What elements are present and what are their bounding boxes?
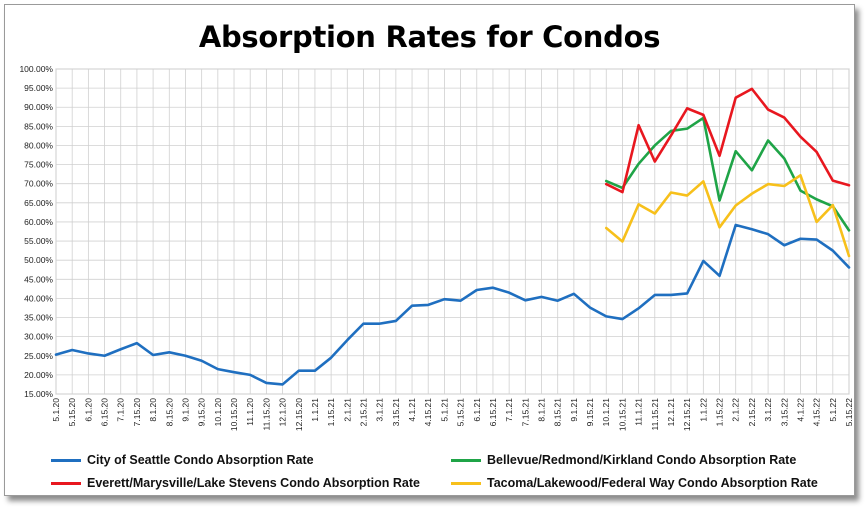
y-axis-ticks: 15.00% 20.00% 25.00% 30.00% 35.00% 40.00% 45.0… [19, 64, 53, 399]
x-tick-label: 5.15.20 [67, 398, 77, 427]
x-tick-label: 1.15.21 [326, 398, 336, 427]
y-tick-label: 70.00% [24, 179, 53, 189]
y-tick-label: 90.00% [24, 102, 53, 112]
x-tick-label: 9.15.21 [585, 398, 595, 427]
legend-label-everett: Everett/Marysville/Lake Stevens Condo Ab… [87, 476, 420, 490]
y-tick-label: 20.00% [24, 370, 53, 380]
y-tick-label: 85.00% [24, 121, 53, 131]
series-line-3 [604, 173, 851, 258]
legend: City of Seattle Condo Absorption Rate Be… [51, 453, 851, 495]
x-tick-label: 12.1.21 [666, 398, 676, 427]
y-tick-label: 30.00% [24, 332, 53, 342]
x-tick-label: 4.1.22 [795, 398, 805, 422]
x-tick-label: 3.1.21 [375, 398, 385, 422]
x-tick-label: 9.1.21 [569, 398, 579, 422]
x-tick-label: 3.1.22 [763, 398, 773, 422]
x-tick-label: 2.1.22 [731, 398, 741, 422]
y-tick-label: 15.00% [24, 389, 53, 399]
x-tick-label: 2.15.22 [747, 398, 757, 427]
x-tick-label: 8.1.21 [537, 398, 547, 422]
x-tick-label: 10.15.20 [229, 398, 239, 431]
legend-swatch-tacoma [451, 481, 481, 485]
legend-item-everett: Everett/Marysville/Lake Stevens Condo Ab… [51, 476, 420, 490]
y-tick-label: 65.00% [24, 198, 53, 208]
x-tick-label: 5.1.20 [51, 398, 61, 422]
series-line-0 [54, 223, 851, 386]
y-tick-label: 60.00% [24, 217, 53, 227]
x-tick-label: 5.15.21 [456, 398, 466, 427]
x-tick-label: 9.15.20 [197, 398, 207, 427]
x-tick-label: 5.15.22 [844, 398, 854, 427]
x-tick-label: 12.15.21 [682, 398, 692, 431]
x-tick-label: 1.15.22 [715, 398, 725, 427]
x-tick-label: 4.1.21 [407, 398, 417, 422]
series-line-2 [604, 87, 851, 194]
y-tick-label: 95.00% [24, 83, 53, 93]
x-axis-ticks: 5.1.20 5.15.20 6.1.20 6.15.20 7.1.20 7.15.20 8… [51, 398, 854, 431]
x-tick-label: 7.15.21 [520, 398, 530, 427]
x-tick-label: 11.15.21 [650, 398, 660, 431]
legend-label-bellevue: Bellevue/Redmond/Kirkland Condo Absorpti… [487, 453, 797, 467]
chart-title: Absorption Rates for Condos [198, 20, 661, 54]
x-tick-label: 11.1.21 [634, 398, 644, 426]
x-tick-label: 10.1.21 [601, 398, 611, 427]
legend-item-tacoma: Tacoma/Lakewood/Federal Way Condo Absorp… [451, 476, 818, 490]
legend-swatch-bellevue [451, 458, 481, 462]
x-tick-label: 7.1.20 [116, 398, 126, 422]
x-tick-label: 9.1.20 [180, 398, 190, 422]
y-tick-label: 80.00% [24, 140, 53, 150]
y-tick-label: 25.00% [24, 351, 53, 361]
x-tick-label: 4.15.22 [812, 398, 822, 427]
legend-item-seattle: City of Seattle Condo Absorption Rate [51, 453, 314, 467]
x-tick-label: 12.1.20 [278, 398, 288, 427]
plot-area [55, 68, 850, 395]
x-tick-label: 1.1.22 [698, 398, 708, 422]
x-tick-label: 3.15.22 [779, 398, 789, 427]
x-tick-label: 6.15.20 [100, 398, 110, 427]
x-tick-label: 7.1.21 [504, 398, 514, 422]
series-lines [54, 87, 851, 386]
legend-item-bellevue: Bellevue/Redmond/Kirkland Condo Absorpti… [451, 453, 796, 467]
legend-swatch-everett [51, 481, 81, 485]
y-tick-label: 50.00% [24, 255, 53, 265]
grid-lines [55, 68, 850, 395]
x-tick-label: 2.15.21 [358, 398, 368, 427]
x-tick-label: 5.1.21 [439, 398, 449, 422]
x-tick-label: 10.15.21 [617, 398, 627, 431]
x-tick-label: 11.15.20 [261, 398, 271, 431]
x-tick-label: 8.1.20 [148, 398, 158, 422]
chart-plot: 15.00% 20.00% 25.00% 30.00% 35.00% 40.00% 45.0… [19, 64, 854, 431]
x-tick-label: 4.15.21 [423, 398, 433, 427]
legend-label-tacoma: Tacoma/Lakewood/Federal Way Condo Absorp… [487, 476, 818, 490]
legend-swatch-seattle [51, 458, 81, 462]
x-tick-label: 1.1.21 [310, 398, 320, 422]
chart-frame: Absorption Rates for Condos 15.00% 20.00%… [4, 4, 855, 496]
y-tick-label: 55.00% [24, 236, 53, 246]
x-tick-label: 3.15.21 [391, 398, 401, 427]
y-tick-label: 100.00% [19, 64, 53, 74]
x-tick-label: 8.15.20 [164, 398, 174, 427]
y-tick-label: 40.00% [24, 293, 53, 303]
x-tick-label: 11.1.20 [245, 398, 255, 426]
x-tick-label: 5.1.22 [828, 398, 838, 422]
x-tick-label: 10.1.20 [213, 398, 223, 427]
y-tick-label: 75.00% [24, 160, 53, 170]
legend-label-seattle: City of Seattle Condo Absorption Rate [87, 453, 314, 467]
x-tick-label: 12.15.20 [294, 398, 304, 431]
y-tick-label: 35.00% [24, 313, 53, 323]
x-tick-label: 6.1.20 [83, 398, 93, 422]
y-tick-label: 45.00% [24, 274, 53, 284]
x-tick-label: 6.15.21 [488, 398, 498, 427]
x-tick-label: 7.15.20 [132, 398, 142, 427]
x-tick-label: 8.15.21 [553, 398, 563, 427]
x-tick-label: 6.1.21 [472, 398, 482, 422]
x-tick-label: 2.1.21 [342, 398, 352, 422]
